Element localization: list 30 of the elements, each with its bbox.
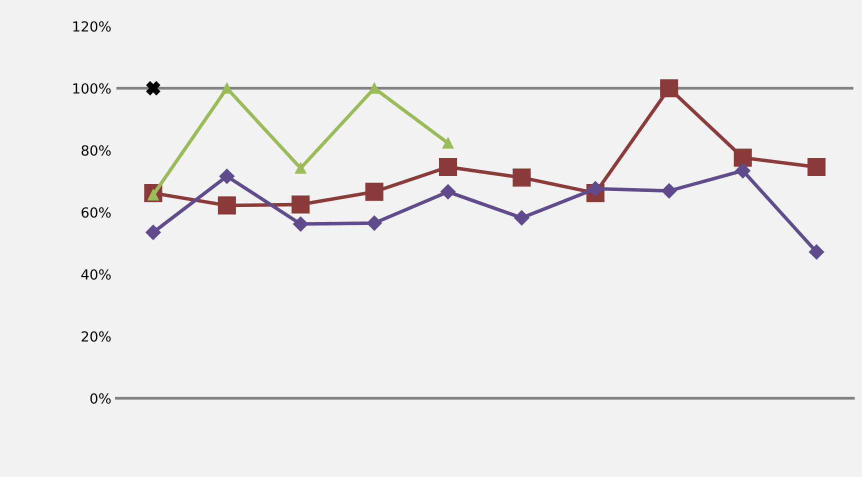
point <box>734 148 752 167</box>
point <box>295 162 306 174</box>
y-tick-label: 100% <box>73 83 111 94</box>
point <box>438 158 458 176</box>
point <box>588 181 603 196</box>
point <box>366 216 382 231</box>
point <box>512 168 531 187</box>
point <box>735 163 750 178</box>
point <box>221 82 232 94</box>
point <box>514 210 530 226</box>
y-tick-label: 0% <box>90 393 111 404</box>
point <box>219 168 234 184</box>
point <box>293 216 308 232</box>
point <box>440 184 456 200</box>
point <box>365 182 384 201</box>
point <box>146 224 161 240</box>
point <box>660 79 678 98</box>
point <box>662 183 677 198</box>
point <box>218 196 236 214</box>
point <box>442 138 454 149</box>
point <box>808 158 826 176</box>
y-tick-label: 40% <box>81 269 111 280</box>
y-tick-label: 60% <box>82 207 111 218</box>
point <box>808 244 824 260</box>
point <box>292 195 310 214</box>
point <box>368 82 380 94</box>
y-tick-label: 80% <box>82 145 111 156</box>
point <box>146 81 160 96</box>
y-tick-label: 20% <box>82 331 111 342</box>
y-tick-label: 120% <box>73 21 111 32</box>
